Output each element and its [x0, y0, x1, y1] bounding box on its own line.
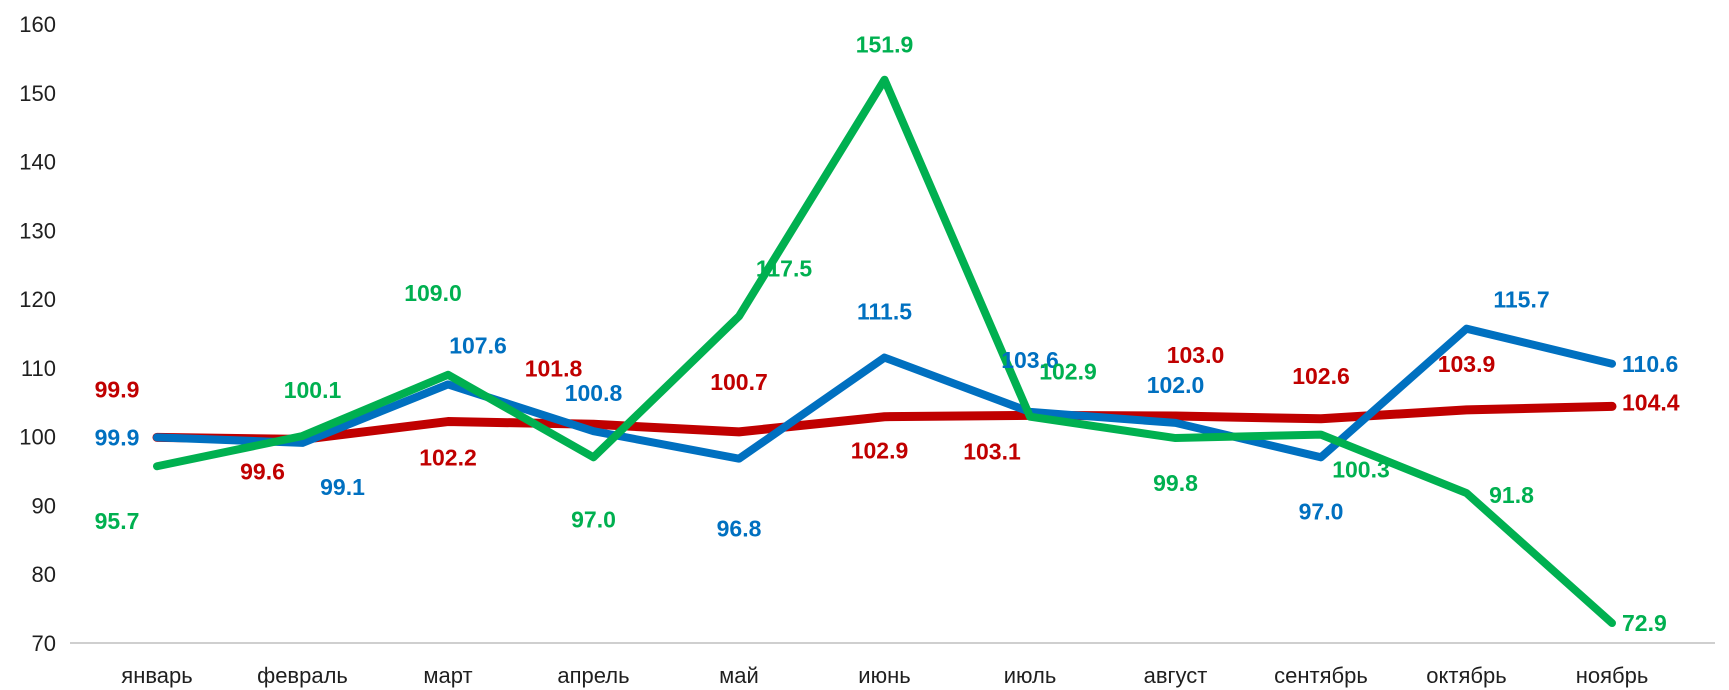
x-tick-label: ноябрь — [1576, 663, 1649, 688]
x-tick-label: апрель — [557, 663, 629, 688]
x-tick-label: январь — [121, 663, 192, 688]
y-tick-label: 140 — [19, 150, 56, 175]
data-labels: 99.9 99.6 102.2 101.8 100.7 102.9 103.1 103.0 10… — [95, 32, 1680, 636]
data-label-series-1: 104.4 — [1622, 389, 1680, 415]
x-tick-label: август — [1144, 663, 1208, 688]
data-label-series-2: 97.0 — [1299, 498, 1344, 524]
x-tick-label: февраль — [257, 663, 348, 688]
data-label-series-3: 100.1 — [284, 377, 342, 403]
series-lines — [152, 75, 1617, 628]
y-tick-label: 120 — [19, 287, 56, 312]
y-tick-label: 70 — [32, 631, 56, 656]
data-label-series-2: 103.6 — [1001, 347, 1059, 373]
series-line-3 — [153, 75, 1616, 628]
data-label-series-3: 117.5 — [756, 255, 812, 281]
y-tick-label: 110 — [21, 356, 56, 381]
data-label-series-1: 102.6 — [1292, 363, 1350, 389]
series-line-2 — [153, 324, 1616, 463]
data-label-series-1: 103.1 — [963, 438, 1021, 464]
data-label-series-1: 99.9 — [95, 376, 140, 402]
y-tick-label: 100 — [19, 425, 56, 450]
data-label-series-2: 99.1 — [320, 474, 365, 500]
data-label-series-1: 103.9 — [1438, 351, 1496, 377]
y-tick-label: 160 — [19, 12, 56, 37]
x-tick-label: март — [423, 663, 472, 688]
data-label-series-1: 103.0 — [1167, 342, 1225, 368]
data-label-series-2: 102.0 — [1147, 372, 1205, 398]
data-label-series-1: 102.9 — [851, 438, 909, 464]
data-label-series-3: 151.9 — [856, 32, 914, 58]
x-axis-ticks: январь февраль март апрель май июнь июль август… — [121, 663, 1648, 688]
data-label-series-1: 101.8 — [525, 355, 583, 381]
data-label-series-2: 111.5 — [857, 299, 912, 325]
data-label-series-3: 100.3 — [1332, 457, 1390, 483]
data-label-series-2: 110.6 — [1622, 351, 1678, 377]
data-label-series-3: 91.8 — [1489, 482, 1534, 508]
x-tick-label: июнь — [858, 663, 910, 688]
x-tick-label: сентябрь — [1274, 663, 1368, 688]
data-label-series-2: 99.9 — [95, 424, 140, 450]
x-tick-label: июль — [1004, 663, 1057, 688]
data-label-series-2: 100.8 — [565, 380, 623, 406]
y-tick-label: 150 — [19, 81, 56, 106]
data-label-series-1: 99.6 — [240, 458, 285, 484]
y-tick-label: 80 — [32, 562, 56, 587]
data-label-series-3: 95.7 — [95, 508, 140, 534]
data-label-series-3: 72.9 — [1622, 610, 1667, 636]
data-label-series-2: 96.8 — [717, 516, 762, 542]
y-tick-label: 90 — [32, 493, 56, 518]
x-tick-label: октябрь — [1426, 663, 1506, 688]
data-label-series-1: 102.2 — [419, 445, 477, 471]
data-label-series-3: 102.9 — [1039, 359, 1097, 385]
x-tick-label: май — [719, 663, 759, 688]
data-label-series-2: 115.7 — [1493, 287, 1549, 313]
y-tick-label: 130 — [19, 218, 56, 243]
data-label-series-1: 100.7 — [710, 369, 768, 395]
data-label-series-2: 107.6 — [449, 332, 507, 358]
data-label-series-3: 97.0 — [571, 506, 616, 532]
y-axis-ticks: 70 80 90 100 110 120 130 140 150 160 — [19, 12, 56, 656]
data-label-series-3: 99.8 — [1153, 470, 1198, 496]
data-label-series-3: 109.0 — [404, 280, 462, 306]
